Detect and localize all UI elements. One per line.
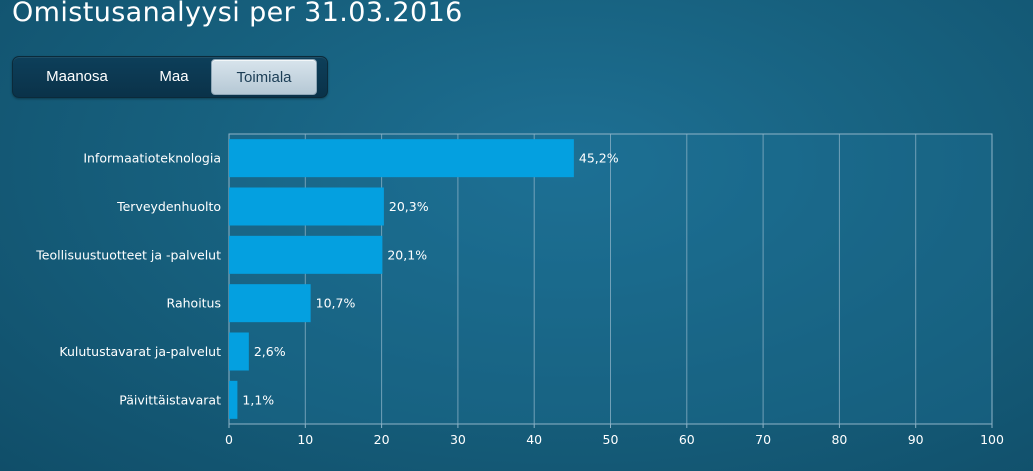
- data-label: 45,2%: [579, 151, 619, 166]
- page-title: Omistusanalyysi per 31.03.2016: [12, 0, 463, 28]
- x-tick-label: 20: [374, 432, 390, 447]
- x-tick-label: 60: [679, 432, 695, 447]
- bar: [229, 332, 249, 371]
- bar: [229, 284, 311, 323]
- x-tick-label: 10: [297, 432, 313, 447]
- view-tab-bar: Maanosa Maa Toimiala: [12, 56, 328, 98]
- tab-toimiala[interactable]: Toimiala: [211, 59, 317, 95]
- category-label: Rahoitus: [167, 296, 221, 311]
- category-label: Terveydenhuolto: [116, 199, 221, 214]
- x-tick-label: 100: [980, 432, 1004, 447]
- tab-maa[interactable]: Maa: [159, 68, 189, 85]
- x-tick-label: 30: [450, 432, 466, 447]
- x-tick-label: 0: [225, 432, 233, 447]
- x-tick-label: 90: [908, 432, 924, 447]
- category-label: Informaatioteknologia: [83, 151, 221, 166]
- tab-maanosa[interactable]: Maanosa: [46, 68, 108, 85]
- x-tick-label: 40: [526, 432, 542, 447]
- category-label: Päivittäistavarat: [119, 392, 221, 407]
- data-label: 20,3%: [389, 199, 429, 214]
- bar: [229, 235, 383, 274]
- data-label: 20,1%: [387, 247, 427, 262]
- x-tick-label: 50: [603, 432, 619, 447]
- data-label: 1,1%: [242, 392, 274, 407]
- x-tick-label: 70: [755, 432, 771, 447]
- category-label: Kulutustavarat ja-palvelut: [59, 344, 221, 359]
- data-label: 10,7%: [316, 296, 356, 311]
- data-label: 2,6%: [254, 344, 286, 359]
- bar: [229, 139, 574, 178]
- x-tick-label: 80: [831, 432, 847, 447]
- bar: [229, 380, 238, 419]
- bar: [229, 187, 384, 226]
- category-label: Teollisuustuotteet ja -palvelut: [35, 247, 221, 262]
